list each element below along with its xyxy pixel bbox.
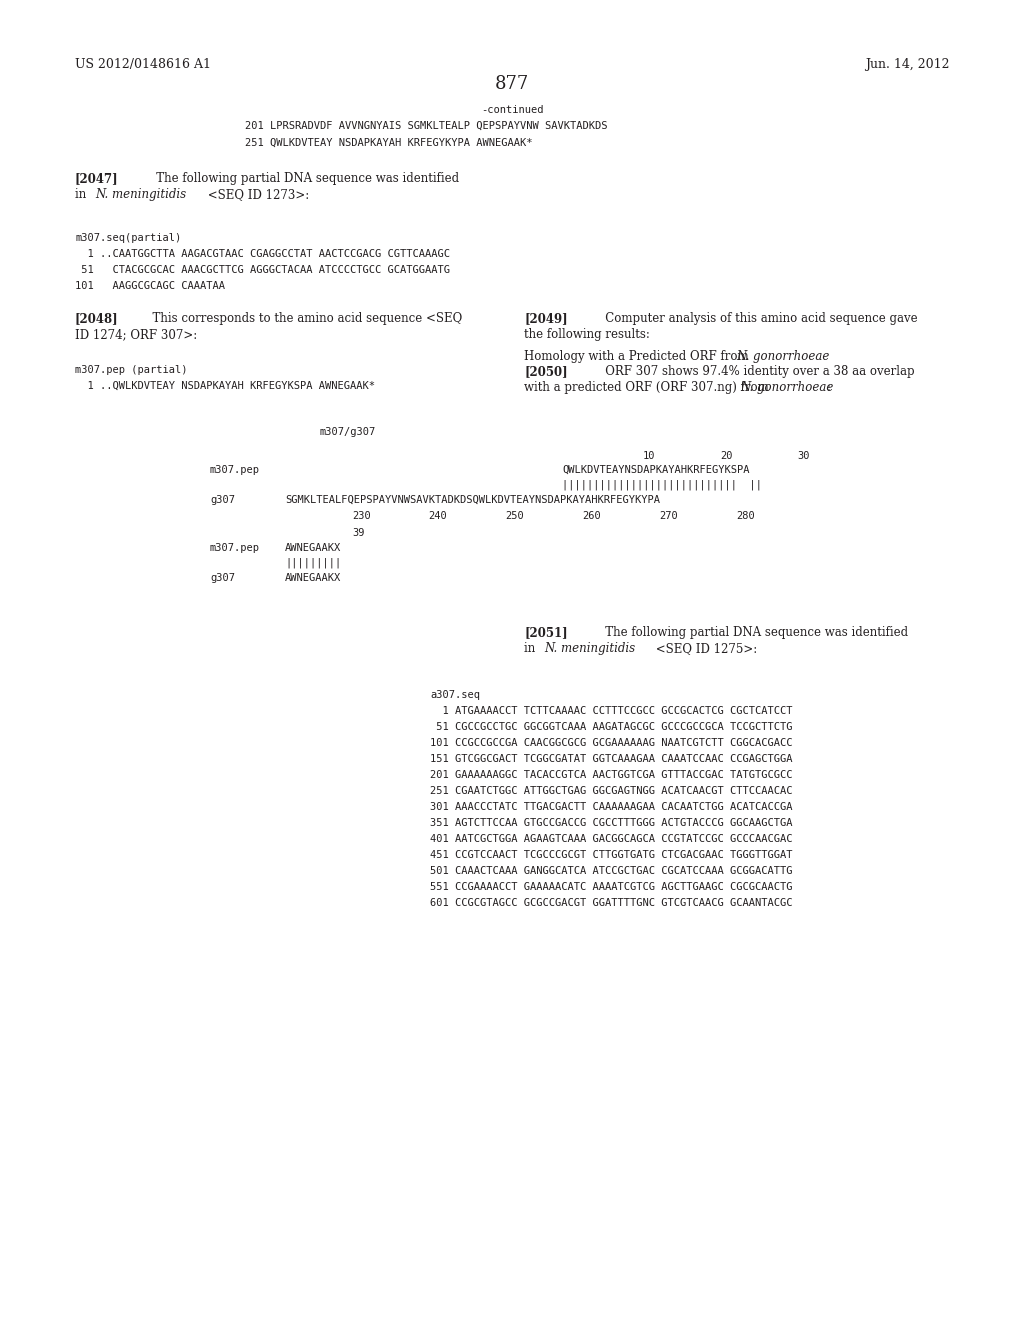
Text: with a predicted ORF (ORF 307.ng) from: with a predicted ORF (ORF 307.ng) from bbox=[524, 381, 772, 393]
Text: ||||||||||||||||||||||||||||  ||: |||||||||||||||||||||||||||| || bbox=[562, 480, 762, 491]
Text: m307/g307: m307/g307 bbox=[319, 426, 376, 437]
Text: US 2012/0148616 A1: US 2012/0148616 A1 bbox=[75, 58, 211, 71]
Text: <SEQ ID 1273>:: <SEQ ID 1273>: bbox=[204, 187, 309, 201]
Text: SGMKLTEALFQEPSPAYVNWSAVKTADKDSQWLKDVTEAYNSDAPKAYAHKRFEGYKYPA: SGMKLTEALFQEPSPAYVNWSAVKTADKDSQWLKDVTEAY… bbox=[285, 495, 660, 506]
Text: 240: 240 bbox=[428, 511, 446, 521]
Text: in: in bbox=[524, 642, 539, 655]
Text: 280: 280 bbox=[736, 511, 755, 521]
Text: Jun. 14, 2012: Jun. 14, 2012 bbox=[865, 58, 950, 71]
Text: ID 1274; ORF 307>:: ID 1274; ORF 307>: bbox=[75, 327, 198, 341]
Text: a307.seq: a307.seq bbox=[430, 690, 480, 700]
Text: 251 CGAATCTGGC ATTGGCTGAG GGCGAGTNGG ACATCAACGT CTTCCAACAC: 251 CGAATCTGGC ATTGGCTGAG GGCGAGTNGG ACA… bbox=[430, 785, 793, 796]
Text: 151 GTCGGCGACT TCGGCGATAT GGTCAAAGAA CAAATCCAAC CCGAGCTGGA: 151 GTCGGCGACT TCGGCGATAT GGTCAAAGAA CAA… bbox=[430, 754, 793, 764]
Text: QWLKDVTEAYNSDAPKAYAHKRFEGYKSPA: QWLKDVTEAYNSDAPKAYAHKRFEGYKSPA bbox=[562, 465, 750, 475]
Text: 1 ..QWLKDVTEAY NSDAPKAYAH KRFEGYKSPA AWNEGAAK*: 1 ..QWLKDVTEAY NSDAPKAYAH KRFEGYKSPA AWN… bbox=[75, 381, 375, 391]
Text: 270: 270 bbox=[659, 511, 678, 521]
Text: 10: 10 bbox=[643, 451, 655, 461]
Text: 201 LPRSRADVDF AVVNGNYAIS SGMKLTEALP QEPSPAYVNW SAVKTADKDS: 201 LPRSRADVDF AVVNGNYAIS SGMKLTEALP QEP… bbox=[245, 121, 607, 131]
Text: m307.seq(partial): m307.seq(partial) bbox=[75, 234, 181, 243]
Text: [2048]: [2048] bbox=[75, 312, 119, 325]
Text: [2049]: [2049] bbox=[524, 312, 567, 325]
Text: 230: 230 bbox=[352, 511, 371, 521]
Text: [2051]: [2051] bbox=[524, 626, 567, 639]
Text: 250: 250 bbox=[505, 511, 523, 521]
Text: 51   CTACGCGCAC AAACGCTTCG AGGGCTACAA ATCCCCTGCC GCATGGAATG: 51 CTACGCGCAC AAACGCTTCG AGGGCTACAA ATCC… bbox=[75, 265, 450, 275]
Text: N. meningitidis: N. meningitidis bbox=[544, 642, 635, 655]
Text: 101 CCGCCGCCGA CAACGGCGCG GCGAAAAAAG NAATCGTCTT CGGCACGACC: 101 CCGCCGCCGA CAACGGCGCG GCGAAAAAAG NAA… bbox=[430, 738, 793, 748]
Text: 351 AGTCTTCCAA GTGCCGACCG CGCCTTTGGG ACTGTACCCG GGCAAGCTGA: 351 AGTCTTCCAA GTGCCGACCG CGCCTTTGGG ACT… bbox=[430, 818, 793, 828]
Text: 877: 877 bbox=[495, 75, 529, 92]
Text: N. gonorrhoeae: N. gonorrhoeae bbox=[736, 350, 829, 363]
Text: g307: g307 bbox=[210, 573, 234, 583]
Text: 39: 39 bbox=[352, 528, 365, 539]
Text: Computer analysis of this amino acid sequence gave: Computer analysis of this amino acid seq… bbox=[594, 312, 918, 325]
Text: N. gonorrhoeae: N. gonorrhoeae bbox=[740, 381, 834, 393]
Text: -continued: -continued bbox=[480, 106, 544, 115]
Text: the following results:: the following results: bbox=[524, 327, 650, 341]
Text: N. meningitidis: N. meningitidis bbox=[95, 187, 186, 201]
Text: 101   AAGGCGCAGC CAAATAA: 101 AAGGCGCAGC CAAATAA bbox=[75, 281, 225, 290]
Text: 51 CGCCGCCTGC GGCGGTCAAA AAGATAGCGC GCCCGCCGCA TCCGCTTCTG: 51 CGCCGCCTGC GGCGGTCAAA AAGATAGCGC GCCC… bbox=[430, 722, 793, 733]
Text: 551 CCGAAAACCT GAAAAACATC AAAATCGTCG AGCTTGAAGC CGCGCAACTG: 551 CCGAAAACCT GAAAAACATC AAAATCGTCG AGC… bbox=[430, 882, 793, 892]
Text: This corresponds to the amino acid sequence <SEQ: This corresponds to the amino acid seque… bbox=[145, 312, 462, 325]
Text: Homology with a Predicted ORF from: Homology with a Predicted ORF from bbox=[524, 350, 753, 363]
Text: g307: g307 bbox=[210, 495, 234, 506]
Text: 501 CAAACTCAAA GANGGCATCA ATCCGCTGAC CGCATCCAAA GCGGACATTG: 501 CAAACTCAAA GANGGCATCA ATCCGCTGAC CGC… bbox=[430, 866, 793, 876]
Text: AWNEGAAKX: AWNEGAAKX bbox=[285, 543, 341, 553]
Text: :: : bbox=[827, 381, 831, 393]
Text: [2047]: [2047] bbox=[75, 172, 119, 185]
Text: [2050]: [2050] bbox=[524, 366, 567, 378]
Text: 401 AATCGCTGGA AGAAGTCAAA GACGGCAGCA CCGTATCCGC GCCCAACGAC: 401 AATCGCTGGA AGAAGTCAAA GACGGCAGCA CCG… bbox=[430, 834, 793, 843]
Text: <SEQ ID 1275>:: <SEQ ID 1275>: bbox=[652, 642, 758, 655]
Text: m307.pep (partial): m307.pep (partial) bbox=[75, 366, 187, 375]
Text: 20: 20 bbox=[720, 451, 732, 461]
Text: 451 CCGTCCAACT TCGCCCGCGT CTTGGTGATG CTCGACGAAC TGGGTTGGAT: 451 CCGTCCAACT TCGCCCGCGT CTTGGTGATG CTC… bbox=[430, 850, 793, 861]
Text: 1 ..CAATGGCTTA AAGACGTAAC CGAGGCCTAT AACTCCGACG CGTTCAAAGC: 1 ..CAATGGCTTA AAGACGTAAC CGAGGCCTAT AAC… bbox=[75, 249, 450, 259]
Text: |||||||||: ||||||||| bbox=[285, 558, 341, 569]
Text: The following partial DNA sequence was identified: The following partial DNA sequence was i… bbox=[594, 626, 908, 639]
Text: 260: 260 bbox=[582, 511, 601, 521]
Text: The following partial DNA sequence was identified: The following partial DNA sequence was i… bbox=[145, 172, 459, 185]
Text: 30: 30 bbox=[797, 451, 810, 461]
Text: 251 QWLKDVTEAY NSDAPKAYAH KRFEGYKYPA AWNEGAAK*: 251 QWLKDVTEAY NSDAPKAYAH KRFEGYKYPA AWN… bbox=[245, 139, 532, 148]
Text: 601 CCGCGTAGCC GCGCCGACGT GGATTTTGNC GTCGTCAACG GCAANTACGC: 601 CCGCGTAGCC GCGCCGACGT GGATTTTGNC GTC… bbox=[430, 898, 793, 908]
Text: 1 ATGAAAACCT TCTTCAAAAC CCTTTCCGCC GCCGCACTCG CGCTCATCCT: 1 ATGAAAACCT TCTTCAAAAC CCTTTCCGCC GCCGC… bbox=[430, 706, 793, 715]
Text: 201 GAAAAAAGGC TACACCGTCA AACTGGTCGA GTTTACCGAC TATGTGCGCC: 201 GAAAAAAGGC TACACCGTCA AACTGGTCGA GTT… bbox=[430, 770, 793, 780]
Text: AWNEGAAKX: AWNEGAAKX bbox=[285, 573, 341, 583]
Text: m307.pep: m307.pep bbox=[210, 465, 260, 475]
Text: ORF 307 shows 97.4% identity over a 38 aa overlap: ORF 307 shows 97.4% identity over a 38 a… bbox=[594, 366, 914, 378]
Text: in: in bbox=[75, 187, 90, 201]
Text: 301 AAACCCTATC TTGACGACTT CAAAAAAGAA CACAATCTGG ACATCACCGA: 301 AAACCCTATC TTGACGACTT CAAAAAAGAA CAC… bbox=[430, 803, 793, 812]
Text: m307.pep: m307.pep bbox=[210, 543, 260, 553]
